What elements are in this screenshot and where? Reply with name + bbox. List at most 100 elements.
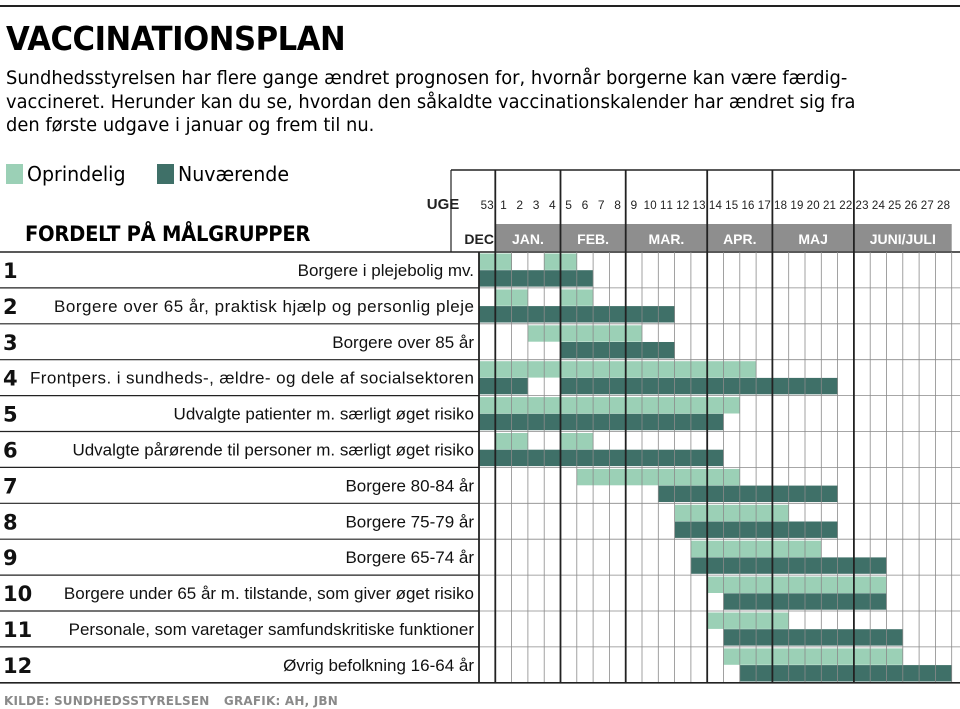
week-tick-label: 18	[774, 200, 787, 212]
original-bar-cell	[837, 648, 854, 665]
source-kilde: KILDE: SUNDHEDSSTYRELSEN	[4, 694, 210, 708]
current-bar-cell	[886, 665, 903, 682]
current-bar-cell	[821, 665, 838, 682]
current-bar-cell	[870, 665, 887, 682]
current-bar-cell	[576, 449, 594, 467]
source-line: KILDE: SUNDHEDSSTYRELSEN GRAFIK: AH, JBN	[4, 694, 348, 708]
current-bar-cell	[609, 449, 626, 467]
original-bar-cell	[495, 361, 512, 378]
original-bar-cell	[495, 289, 512, 306]
current-bar-cell	[593, 449, 610, 467]
original-bar-cell	[544, 253, 561, 270]
original-bar-cell	[642, 468, 659, 486]
group-label: Personale, som varetager samfundskritisk…	[69, 620, 475, 639]
current-bar-cell	[739, 665, 757, 682]
current-bar-cell	[527, 449, 545, 467]
original-bar-cell	[560, 325, 577, 342]
current-bar-cell	[690, 485, 708, 502]
group-number: 1	[3, 259, 18, 283]
current-bar-cell	[723, 629, 740, 646]
original-bar-cell	[805, 576, 822, 593]
group-label: Borgere over 85 år	[332, 333, 474, 352]
month-band	[772, 224, 854, 251]
current-bar-cell	[772, 557, 789, 574]
original-bar-cell	[576, 325, 594, 342]
current-bar-cell	[479, 413, 496, 431]
current-bar-cell	[576, 413, 594, 431]
original-bar-cell	[527, 397, 545, 414]
current-bar-cell	[690, 521, 708, 538]
current-bar-cell	[544, 449, 561, 467]
current-bar-cell	[805, 377, 822, 395]
original-bar-cell	[642, 397, 659, 414]
current-bar-cell	[560, 377, 577, 395]
week-tick-label: 27	[921, 200, 934, 212]
source-grafik: GRAFIK: AH, JBN	[223, 694, 338, 708]
original-bar-cell	[560, 397, 577, 414]
original-bar-cell	[576, 397, 594, 414]
current-bar-cell	[772, 521, 789, 538]
current-bar-cell	[837, 593, 854, 610]
section-title: FORDELT PÅ MÅLGRUPPER	[25, 222, 311, 246]
current-bar-cell	[739, 629, 757, 646]
current-bar-cell	[821, 593, 838, 610]
current-bar-cell	[576, 306, 594, 323]
current-bar-cell	[658, 413, 675, 431]
group-label: Borgere 75-79 år	[345, 512, 474, 531]
current-bar-cell	[511, 449, 528, 467]
original-bar-cell	[723, 468, 740, 486]
original-bar-cell	[772, 504, 789, 522]
group-label: Borgere 65-74 år	[345, 548, 474, 567]
legend-current-swatch	[156, 164, 174, 184]
original-bar-cell	[690, 361, 708, 378]
week-tick-label: 24	[872, 200, 886, 212]
current-bar-cell	[821, 557, 838, 574]
current-bar-cell	[805, 557, 822, 574]
original-bar-cell	[625, 468, 642, 486]
current-bar-cell	[853, 665, 871, 682]
original-bar-cell	[642, 361, 659, 378]
month-label: MAR.	[649, 231, 685, 247]
month-band	[560, 224, 626, 251]
original-bar-cell	[674, 468, 691, 486]
group-number: 5	[3, 403, 18, 427]
current-bar-cell	[527, 306, 545, 323]
original-bar-cell	[870, 576, 887, 593]
group-label: Borgere under 65 år m. tilstande, som gi…	[64, 584, 474, 603]
current-bar-cell	[674, 521, 691, 538]
original-bar-cell	[609, 325, 626, 342]
original-bar-cell	[544, 361, 561, 378]
original-bar-cell	[739, 504, 757, 522]
current-bar-cell	[788, 557, 805, 574]
month-label: MAJ	[798, 231, 828, 247]
current-bar-cell	[609, 413, 626, 431]
current-bar-cell	[756, 665, 773, 682]
current-bar-cell	[805, 629, 822, 646]
current-bar-cell	[821, 377, 838, 395]
current-bar-cell	[674, 449, 691, 467]
original-bar-cell	[756, 576, 773, 593]
week-tick-label: 22	[839, 200, 852, 212]
group-number: 2	[3, 295, 18, 319]
current-bar-cell	[625, 377, 642, 395]
month-label: JAN.	[512, 231, 544, 247]
original-bar-cell	[625, 361, 642, 378]
original-bar-cell	[723, 397, 740, 414]
current-bar-cell	[935, 665, 952, 682]
week-tick-label: 6	[582, 198, 589, 212]
week-tick-label: 2	[516, 198, 523, 212]
current-bar-cell	[642, 413, 659, 431]
current-bar-cell	[821, 521, 838, 538]
week-tick-label: 23	[856, 200, 869, 212]
original-bar-cell	[674, 361, 691, 378]
week-tick-label: 17	[758, 200, 771, 212]
week-tick-label: 1	[500, 198, 507, 212]
original-bar-cell	[593, 397, 610, 414]
current-bar-cell	[853, 557, 871, 574]
week-tick-label: 8	[614, 198, 621, 212]
current-bar-cell	[723, 557, 740, 574]
current-bar-cell	[707, 557, 724, 574]
original-bar-cell	[609, 468, 626, 486]
original-bar-cell	[511, 397, 528, 414]
